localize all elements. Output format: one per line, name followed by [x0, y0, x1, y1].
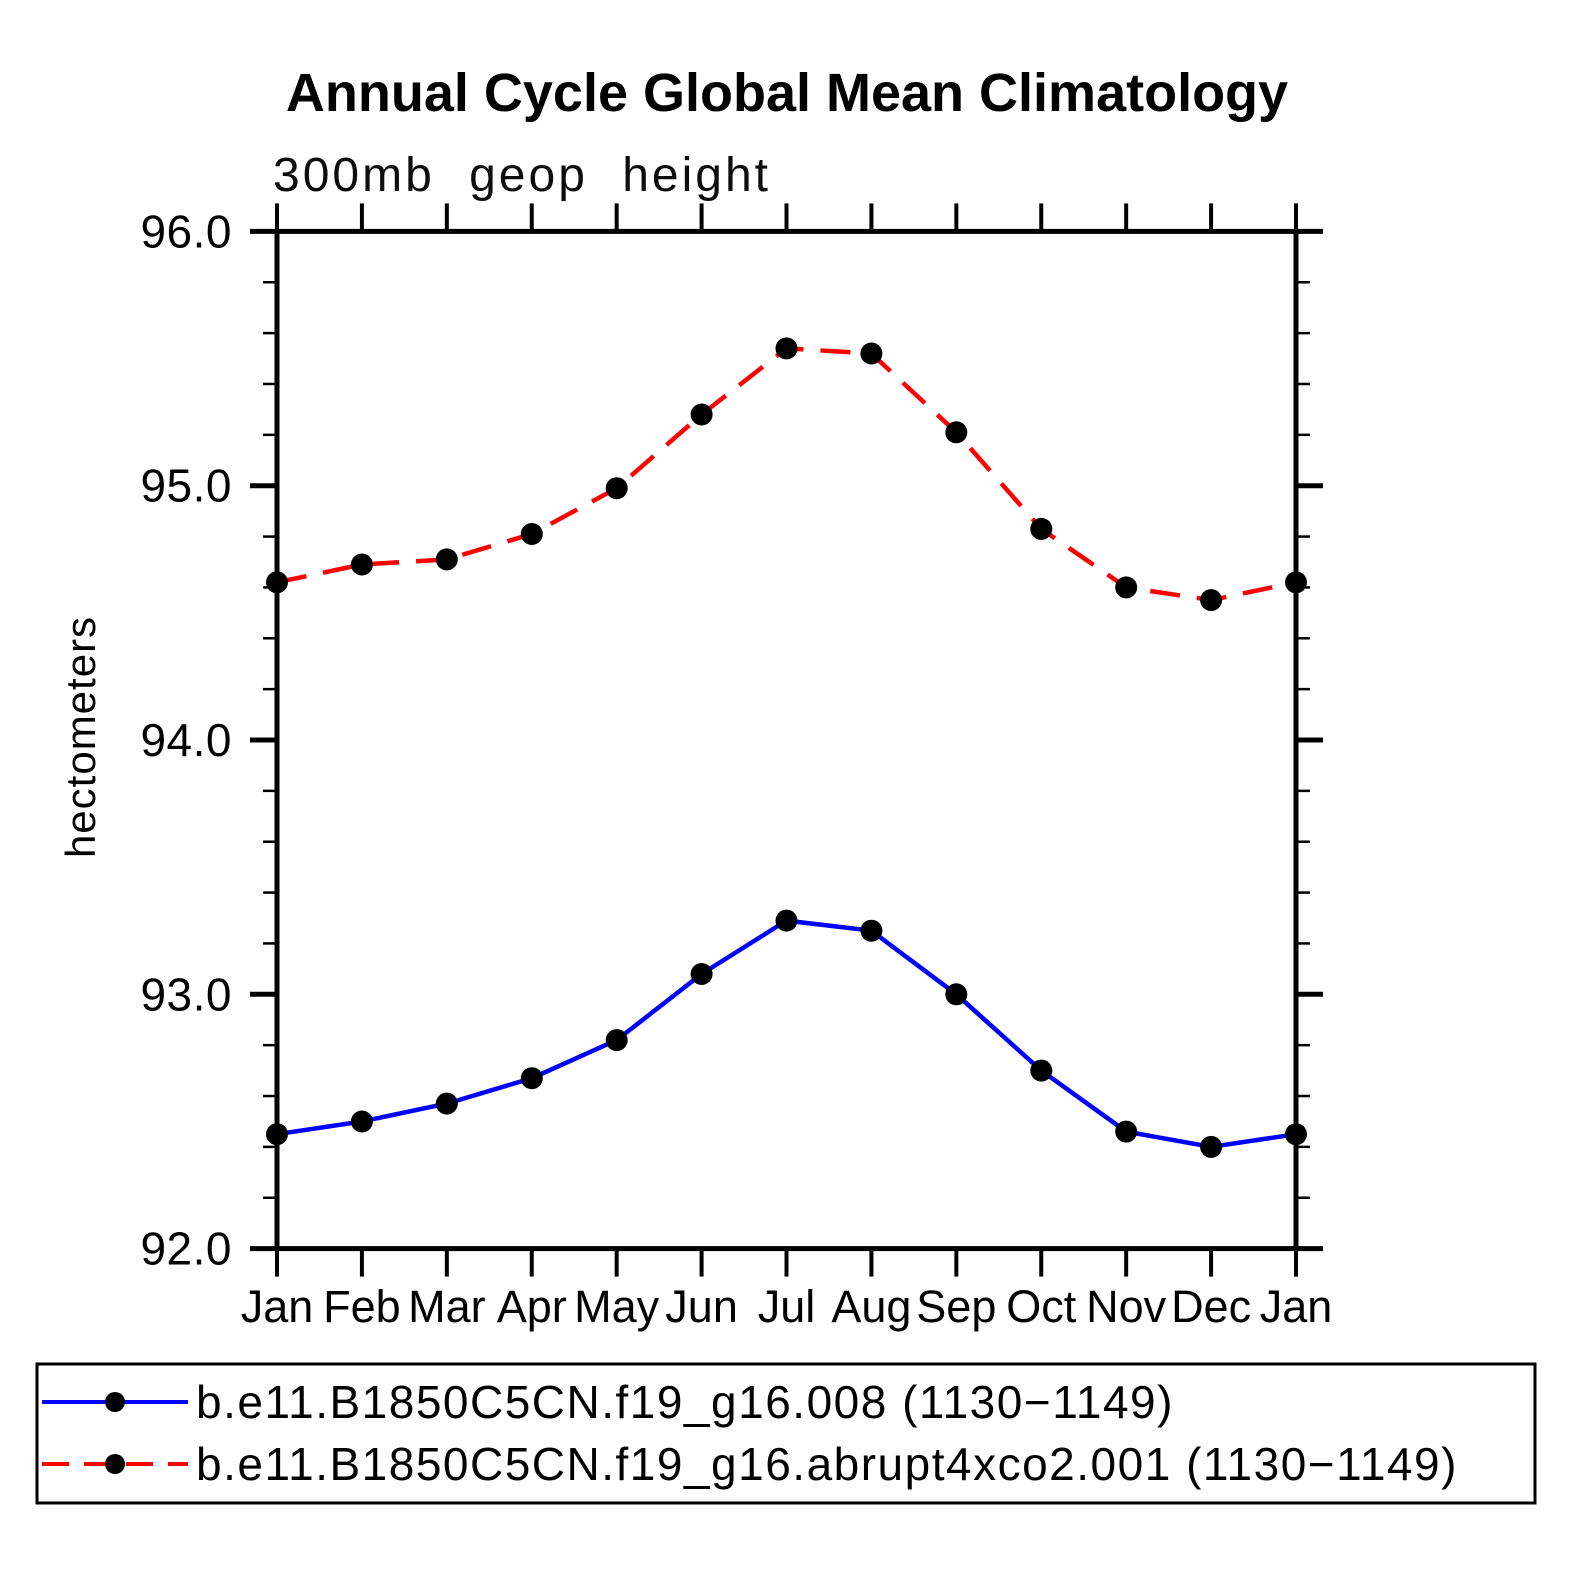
- series-line-0: [276, 918, 1297, 1150]
- series-line-1: [276, 346, 1297, 603]
- data-point: [1285, 1123, 1307, 1146]
- data-point: [775, 909, 798, 932]
- data-point: [860, 342, 883, 365]
- data-point: [605, 1029, 628, 1052]
- data-point: [266, 571, 288, 594]
- y-tick-label: 95.0: [140, 460, 232, 512]
- plot-frame: [274, 228, 1299, 1252]
- data-point: [1030, 517, 1053, 540]
- legend-label-1: b.e11.B1850C5CN.f19_g16.abrupt4xco2.001 …: [196, 1438, 1458, 1490]
- data-point: [350, 1110, 373, 1133]
- data-point: [266, 1123, 288, 1146]
- data-point: [1285, 571, 1307, 594]
- x-tick-label: Jan: [1260, 1281, 1333, 1332]
- data-point: [435, 548, 458, 571]
- y-tick-label: 96.0: [140, 205, 232, 257]
- legend-marker-0: [105, 1392, 125, 1412]
- data-point: [1200, 1135, 1223, 1158]
- data-point: [860, 919, 883, 942]
- data-point: [775, 337, 798, 360]
- x-tick-label: Oct: [1006, 1281, 1077, 1332]
- legend-marker-1: [105, 1454, 125, 1474]
- y-tick-label: 94.0: [140, 714, 232, 766]
- x-tick-label: Aug: [831, 1281, 911, 1332]
- legend-label-0: b.e11.B1850C5CN.f19_g16.008 (1130−1149): [196, 1376, 1174, 1428]
- y-axis-title: hectometers: [57, 616, 104, 858]
- data-point: [435, 1092, 458, 1115]
- data-point: [690, 403, 713, 426]
- data-point: [945, 983, 968, 1006]
- data-point: [1115, 1120, 1138, 1143]
- x-tick-label: Dec: [1171, 1281, 1251, 1332]
- x-tick-label: Apr: [497, 1281, 567, 1332]
- data-point: [1115, 576, 1138, 599]
- x-tick-label: Nov: [1086, 1281, 1167, 1332]
- data-point: [520, 523, 543, 545]
- x-tick-label: Sep: [916, 1281, 996, 1332]
- data-point: [350, 553, 373, 576]
- data-point: [520, 1067, 543, 1090]
- data-point: [1200, 589, 1223, 612]
- legend-box: [35, 1362, 1537, 1505]
- x-tick-label: Feb: [323, 1281, 401, 1332]
- y-tick-label: 92.0: [140, 1223, 232, 1275]
- y-tick-label: 93.0: [140, 968, 232, 1020]
- data-point: [690, 963, 713, 985]
- x-tick-label: May: [574, 1281, 660, 1332]
- data-point: [1030, 1059, 1053, 1082]
- x-tick-label: Jul: [758, 1281, 816, 1332]
- plot-subtitle: 300mb geop height: [273, 149, 771, 202]
- x-tick-label: Mar: [408, 1281, 486, 1332]
- x-tick-label: Jun: [665, 1281, 738, 1332]
- data-point: [945, 421, 968, 444]
- data-point: [605, 477, 628, 500]
- x-tick-label: Jan: [241, 1281, 314, 1332]
- page-title: Annual Cycle Global Mean Climatology: [285, 63, 1289, 123]
